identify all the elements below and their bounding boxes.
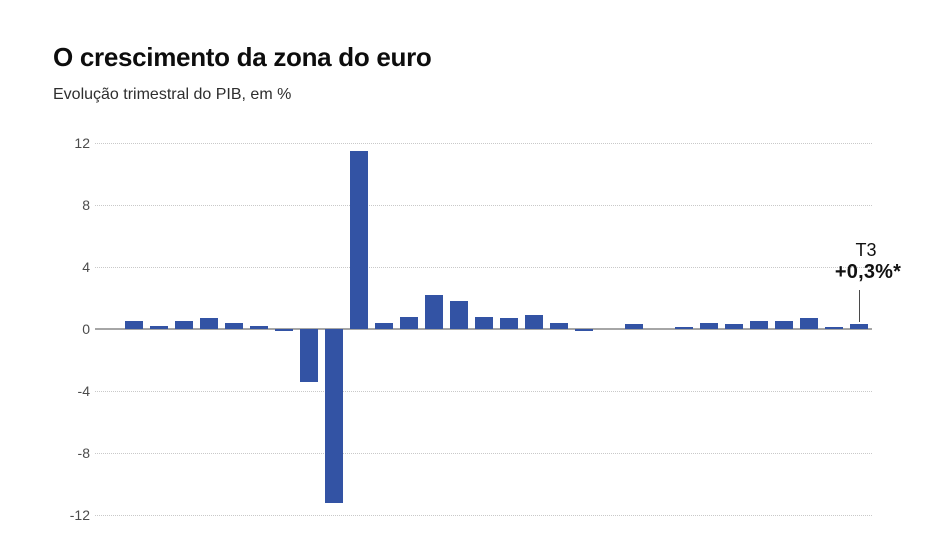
y-axis-tick-label: 4	[82, 259, 90, 275]
gdp-bar-12	[400, 316, 418, 329]
gdp-bar-10	[350, 150, 368, 329]
gdp-bar-14	[450, 301, 468, 329]
gdp-bar-21	[625, 324, 643, 329]
y-axis-tick-label: 12	[74, 135, 90, 151]
gdp-bar-16	[500, 318, 518, 329]
gdp-bar-3	[175, 321, 193, 329]
annotation-pointer-line	[859, 290, 860, 322]
gridline-y-12	[95, 515, 872, 516]
gdp-bar-8	[300, 329, 318, 382]
gdp-bar-18	[550, 322, 568, 329]
gridline-y-8	[95, 453, 872, 454]
gridline-y8	[95, 205, 872, 206]
gdp-bar-5	[225, 322, 243, 329]
gridline-y4	[95, 267, 872, 268]
zero-axis-line	[95, 328, 872, 330]
gdp-bar-4	[200, 318, 218, 329]
gdp-bar-1	[125, 321, 143, 329]
y-axis-tick-label: -8	[77, 445, 90, 461]
annotation-quarter-label: T3	[855, 240, 877, 260]
gdp-bar-24	[700, 322, 718, 329]
gdp-bar-17	[525, 315, 543, 329]
gdp-bar-6	[250, 325, 268, 329]
gdp-bar-30	[850, 324, 868, 329]
gdp-bar-13	[425, 294, 443, 329]
gridline-y-4	[95, 391, 872, 392]
gdp-bar-7	[275, 329, 293, 331]
y-axis-tick-label: -4	[77, 383, 90, 399]
gdp-bar-2	[150, 325, 168, 329]
gridline-y12	[95, 143, 872, 144]
gdp-bar-29	[825, 327, 843, 329]
gdp-bar-23	[675, 327, 693, 329]
gdp-bar-28	[800, 318, 818, 329]
gdp-bar-25	[725, 324, 743, 329]
gdp-bar-26	[750, 321, 768, 329]
gdp-bar-9	[325, 329, 343, 503]
chart-subtitle: Evolução trimestral do PIB, em %	[53, 86, 292, 103]
y-axis-tick-label: 8	[82, 197, 90, 213]
y-axis-tick-label: -12	[69, 507, 90, 523]
y-axis-tick-label: 0	[82, 321, 90, 337]
chart-title: O crescimento da zona do euro	[53, 42, 432, 72]
gdp-bar-11	[375, 322, 393, 329]
annotation-value-label: +0,3%*	[834, 261, 902, 283]
gdp-bar-15	[475, 316, 493, 329]
gdp-bar-27	[775, 321, 793, 329]
gdp-bar-19	[575, 329, 593, 331]
